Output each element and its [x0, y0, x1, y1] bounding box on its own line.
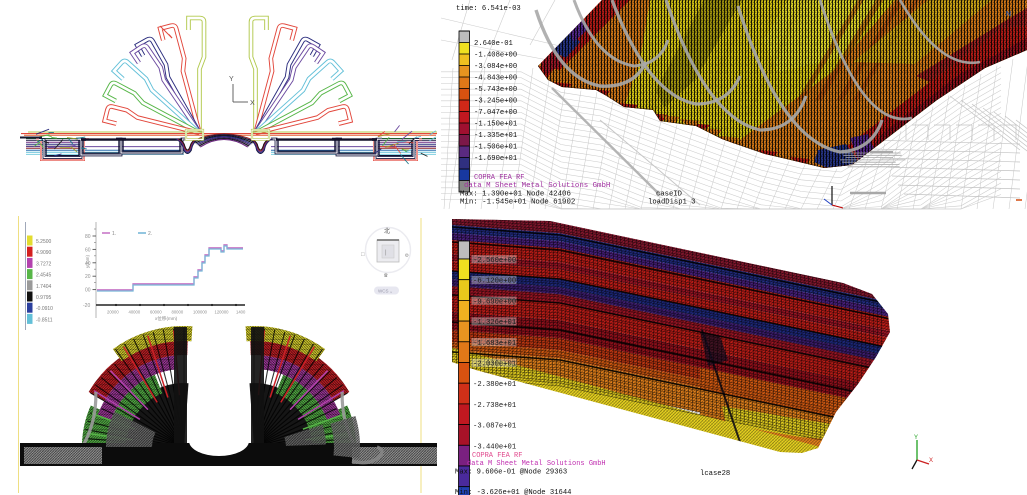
svg-text:Max: 1.390e+01 Node 42406: Max: 1.390e+01 Node 42406	[460, 191, 571, 199]
svg-text:X: X	[929, 458, 933, 464]
svg-text:2.4545: 2.4545	[36, 273, 52, 279]
svg-text:20000: 20000	[107, 310, 119, 315]
svg-text:WCS ⌄: WCS ⌄	[378, 289, 393, 294]
svg-text:data M Sheet Metal Solutions G: data M Sheet Metal Solutions GmbH	[467, 460, 606, 468]
svg-text:-1.150e+01: -1.150e+01	[474, 121, 517, 129]
svg-text:120000: 120000	[215, 310, 230, 315]
svg-text:-3.087e+01: -3.087e+01	[473, 423, 516, 431]
svg-text:☎: ☎	[384, 273, 388, 279]
svg-text:5.2500: 5.2500	[36, 239, 52, 245]
svg-text:1.7404: 1.7404	[36, 284, 52, 290]
svg-text:40000: 40000	[129, 310, 141, 315]
svg-text:40: 40	[85, 261, 91, 267]
svg-text:X: X	[250, 100, 255, 107]
svg-text:2.640e-01: 2.640e-01	[474, 40, 513, 48]
svg-text:-4.843e+00: -4.843e+00	[474, 75, 517, 83]
svg-text:-0.0910: -0.0910	[36, 306, 53, 312]
svg-text:1400: 1400	[236, 310, 246, 315]
svg-text:-2.030e+01: -2.030e+01	[473, 361, 516, 369]
svg-text:-5.743e+00: -5.743e+00	[474, 86, 517, 94]
svg-text:Min: -3.626e+01 @Node 31644: Min: -3.626e+01 @Node 31644	[455, 489, 571, 495]
svg-text:lcase28: lcase28	[700, 470, 730, 478]
svg-text:60000: 60000	[150, 310, 162, 315]
svg-text:-2.380e+01: -2.380e+01	[473, 381, 516, 389]
svg-text:-9.690e+00: -9.690e+00	[473, 298, 516, 306]
svg-text:4.9090: 4.9090	[36, 250, 52, 256]
svg-text:Y: Y	[914, 435, 918, 441]
svg-text:-1.683e+01: -1.683e+01	[473, 340, 516, 348]
svg-text:20: 20	[85, 274, 91, 280]
svg-text:|: |	[385, 250, 387, 256]
svg-text:00: 00	[85, 288, 91, 294]
svg-text:80000: 80000	[172, 310, 184, 315]
svg-text:-3.084e+00: -3.084e+00	[474, 63, 517, 71]
svg-text:loadDisp1 3: loadDisp1 3	[648, 199, 695, 207]
svg-text:-1.326e+01: -1.326e+01	[473, 319, 516, 327]
svg-text:-1.506e+01: -1.506e+01	[474, 144, 517, 152]
svg-text:Max: 9.606e-01 @Node 29363: Max: 9.606e-01 @Node 29363	[455, 469, 567, 477]
svg-text:-2.560e+00: -2.560e+00	[473, 257, 516, 265]
svg-text:caseID: caseID	[656, 191, 682, 199]
svg-text:60: 60	[85, 247, 91, 253]
svg-text:-3.245e+00: -3.245e+00	[474, 98, 517, 106]
svg-text:COPRA FEA RF: COPRA FEA RF	[472, 452, 522, 460]
svg-text:-6.120e+00: -6.120e+00	[473, 278, 516, 286]
svg-text:-0.8511: -0.8511	[36, 317, 53, 323]
svg-text:⚙: ⚙	[405, 253, 409, 259]
svg-text:80: 80	[85, 234, 91, 240]
svg-text:0.9795: 0.9795	[36, 295, 52, 301]
svg-text:x位移(mm): x位移(mm)	[155, 315, 178, 322]
svg-text:Min: -1.545e+01 Node 61902: Min: -1.545e+01 Node 61902	[460, 199, 575, 207]
svg-text:2.: 2.	[148, 231, 152, 237]
svg-text:北: 北	[384, 227, 390, 235]
svg-text:Y: Y	[229, 76, 234, 83]
svg-text:-20: -20	[83, 303, 90, 309]
svg-text:-1.690e+01: -1.690e+01	[474, 155, 517, 163]
svg-text:3.7272: 3.7272	[36, 261, 52, 267]
svg-text:□: □	[361, 252, 365, 258]
svg-text:1.: 1.	[112, 231, 116, 237]
svg-text:N: N	[1006, 11, 1011, 18]
svg-text:-1.335e+01: -1.335e+01	[474, 132, 517, 140]
svg-text:-1.408e+00: -1.408e+00	[474, 52, 517, 60]
svg-text:COPRA FEA RF: COPRA FEA RF	[474, 174, 524, 182]
svg-text:100000: 100000	[193, 310, 208, 315]
svg-text:-3.440e+01: -3.440e+01	[473, 443, 516, 451]
svg-text:-7.047e+00: -7.047e+00	[474, 109, 517, 117]
svg-text:data M Sheet Metal Solutions G: data M Sheet Metal Solutions GmbH	[464, 182, 610, 190]
svg-text:-2.738e+01: -2.738e+01	[473, 402, 516, 410]
svg-text:time: 6.541e-03: time: 6.541e-03	[456, 5, 521, 13]
svg-text:y(mm): y(mm)	[85, 255, 90, 268]
